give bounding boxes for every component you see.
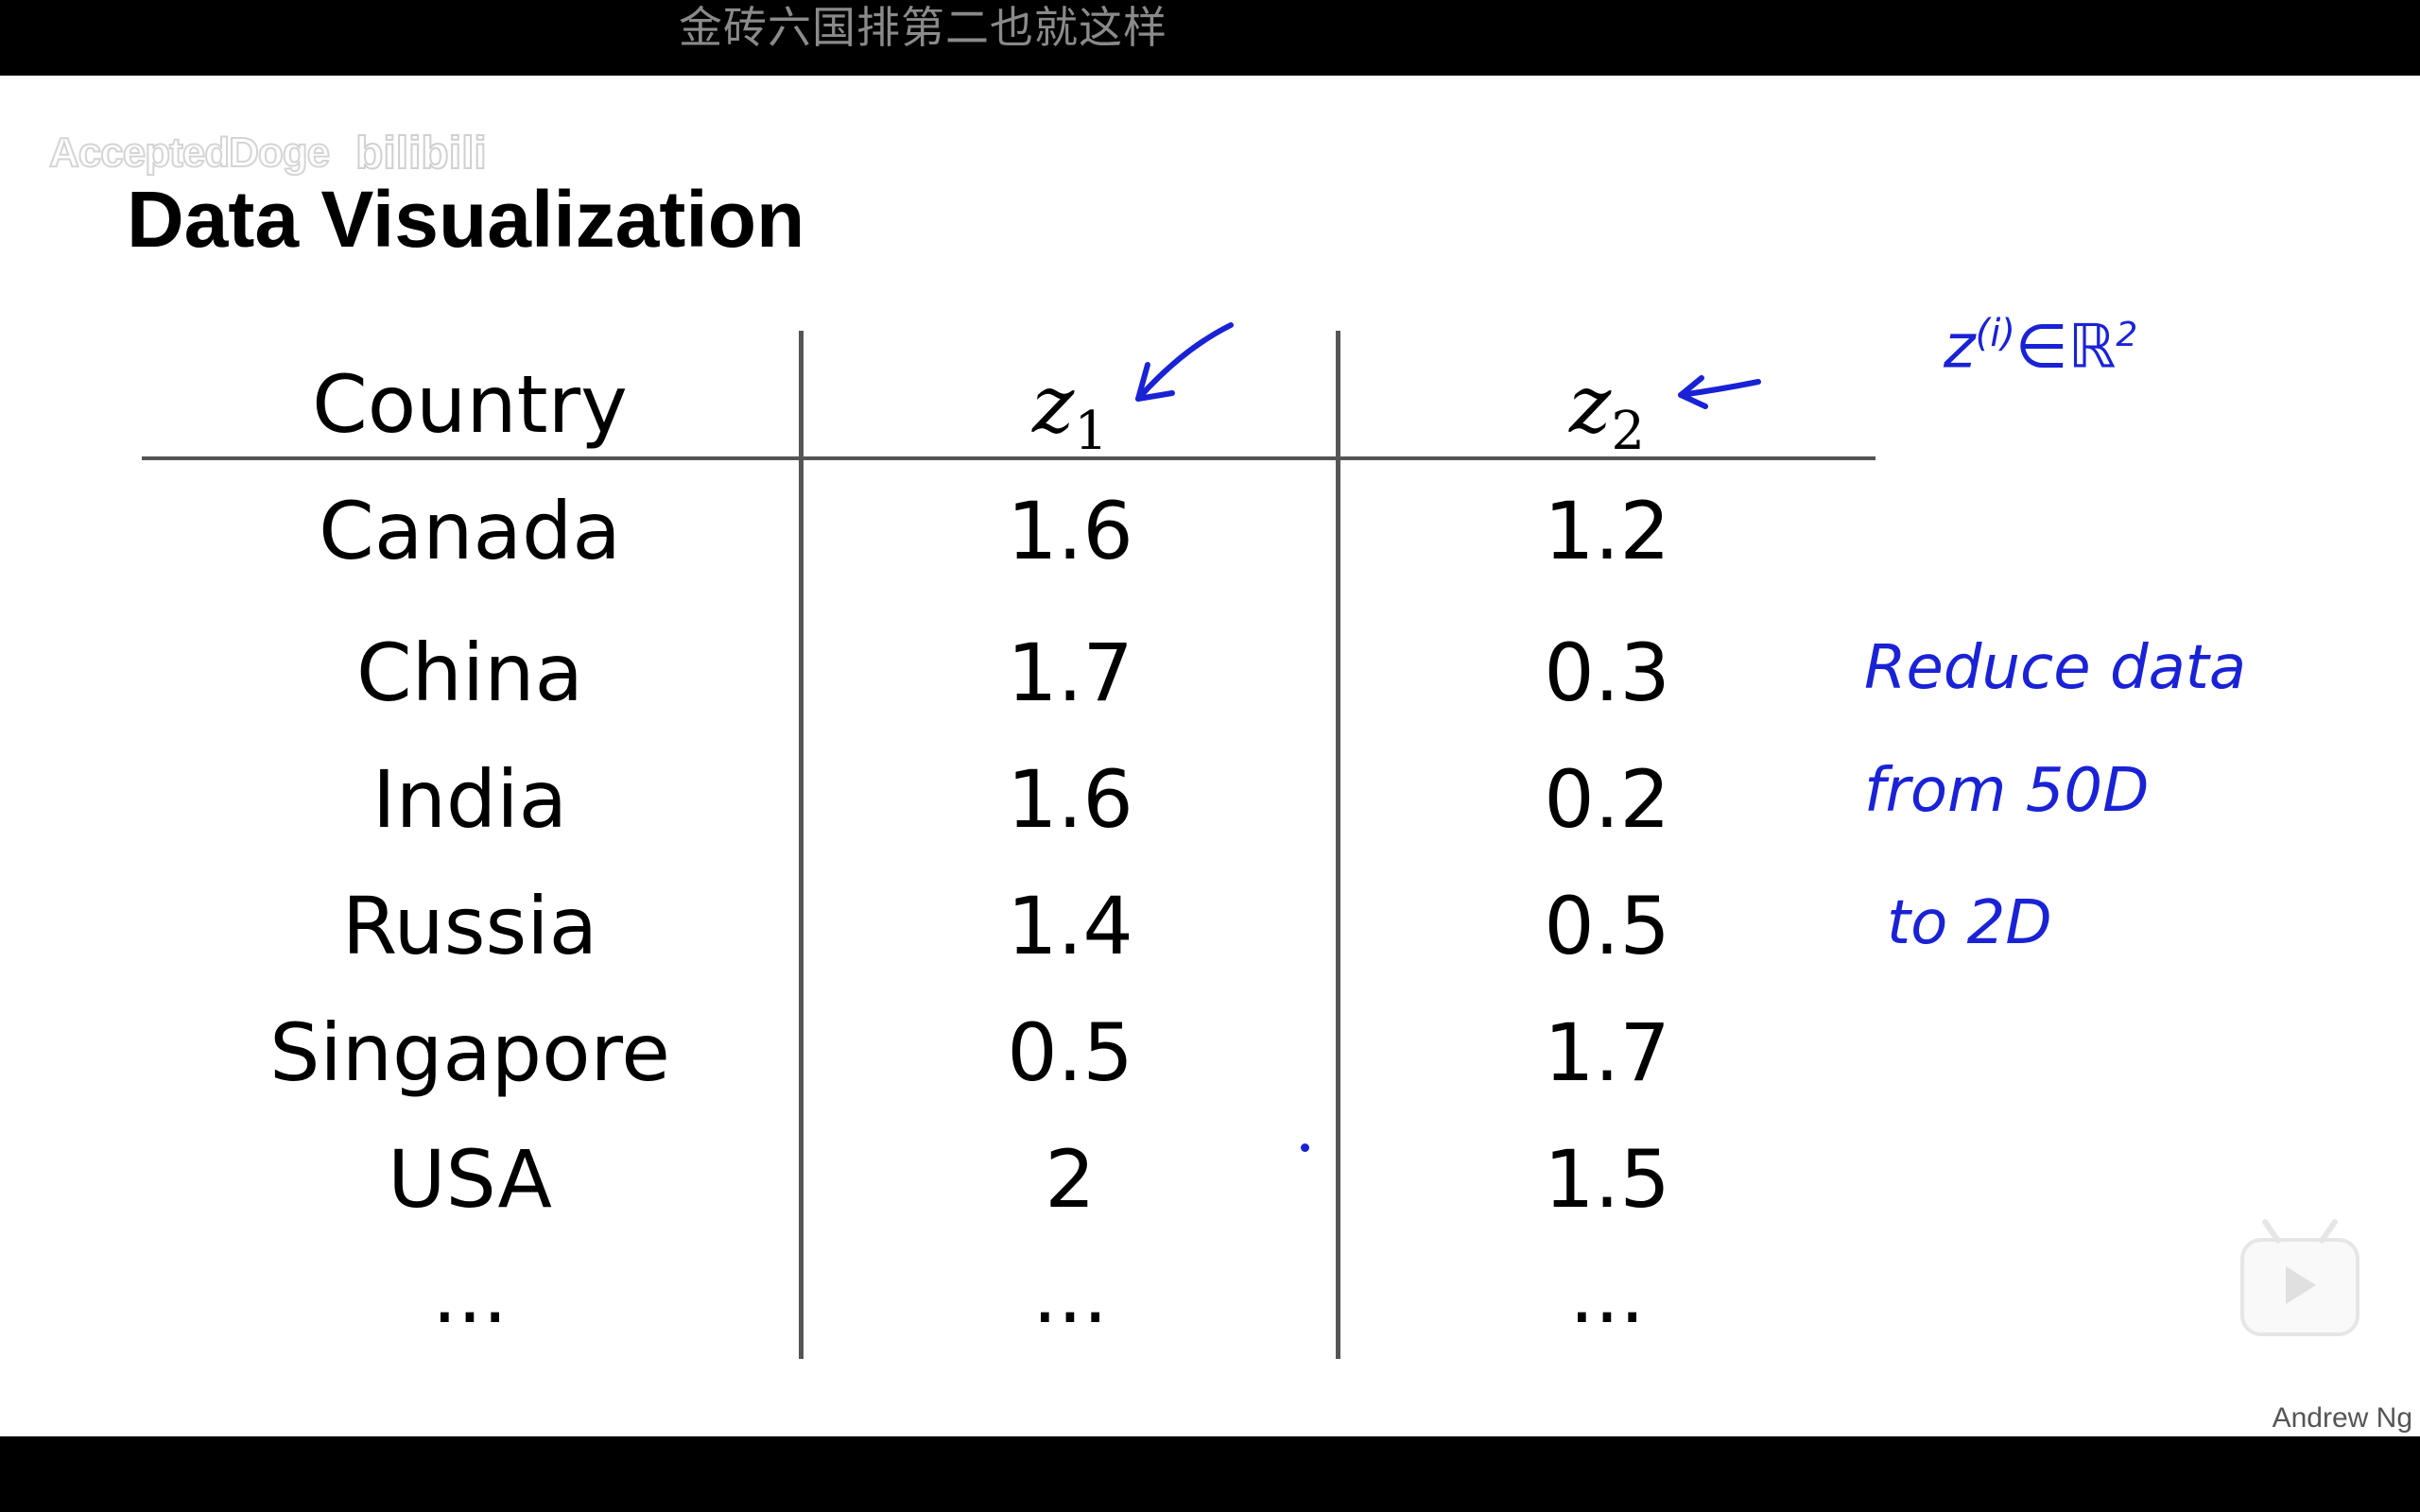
slide-author: Andrew Ng — [2272, 1402, 2412, 1434]
danmaku-comment: 金砖六国排第二也就这样 — [679, 2, 1167, 53]
table-cell-z1: 0.5 — [1007, 1006, 1133, 1099]
table-divider-1 — [799, 331, 804, 1359]
header-z2: z2 — [1342, 357, 1872, 479]
table-cell-z2: 1.7 — [1544, 1006, 1670, 1099]
header-country: Country — [312, 358, 628, 451]
table-cell-z1: 1.4 — [1007, 880, 1133, 972]
formula-superscript: (i) — [1975, 312, 2015, 355]
handwritten-note-line1: Reduce data — [1864, 633, 2247, 703]
formula-z: z — [1944, 312, 1976, 383]
watermark-username: AcceptedDoge — [48, 129, 331, 177]
bottom-letterbox — [0, 1436, 2420, 1512]
z2-subscript: 2 — [1611, 400, 1645, 462]
handwritten-note-line3: to 2D — [1887, 888, 2052, 958]
table-cell-z2: 0.3 — [1544, 627, 1670, 719]
table-divider-2 — [1336, 331, 1340, 1359]
table-cell-z2: 1.5 — [1544, 1133, 1670, 1226]
z2-variable: z — [1569, 358, 1612, 451]
video-frame[interactable]: AcceptedDoge bilibili Data Visualization… — [0, 76, 2420, 1436]
table-cell-z2: ... — [1568, 1248, 1646, 1341]
table-cell-country: Canada — [319, 485, 621, 577]
bilibili-logo: bilibili — [354, 128, 488, 180]
play-icon — [2286, 1266, 2316, 1304]
handwritten-formula: z(i)∈ℝ2 — [1944, 312, 2137, 382]
play-button[interactable] — [2240, 1217, 2360, 1336]
slide-title: Data Visualization — [127, 175, 805, 264]
table-cell-z2: 0.2 — [1544, 753, 1670, 846]
handwritten-note-line2: from 50D — [1864, 756, 2150, 826]
table-cell-z1: ... — [1031, 1248, 1109, 1341]
table-header-rule — [142, 456, 1876, 460]
arrow-to-z2-icon — [1678, 375, 1761, 409]
table-cell-z1: 1.7 — [1007, 627, 1133, 719]
table-cell-z2: 0.5 — [1544, 880, 1670, 972]
ink-dot — [1301, 1143, 1309, 1152]
play-button-ear-right — [2317, 1217, 2340, 1246]
arrow-to-z1-icon — [1135, 322, 1234, 402]
table-cell-country: China — [356, 627, 583, 719]
z1-variable: z — [1032, 358, 1075, 451]
table-cell-z2: 1.2 — [1544, 485, 1670, 577]
table-cell-country: ... — [431, 1248, 509, 1341]
table-cell-country: Singapore — [269, 1006, 670, 1099]
play-button-ear-left — [2260, 1217, 2283, 1246]
z1-subscript: 1 — [1074, 400, 1108, 462]
table-cell-country: Russia — [341, 880, 598, 972]
table-cell-country: USA — [388, 1133, 552, 1226]
table-cell-z1: 2 — [1045, 1133, 1096, 1226]
top-letterbox: 金砖六国排第二也就这样 — [0, 0, 2420, 76]
table-cell-z1: 1.6 — [1007, 753, 1133, 846]
header-z1: z1 — [805, 357, 1335, 479]
formula-in-r: ∈ℝ — [2014, 312, 2117, 383]
formula-dimension: 2 — [2116, 316, 2138, 354]
table-cell-z1: 1.6 — [1007, 485, 1133, 577]
bilibili-watermark: AcceptedDoge bilibili — [48, 125, 488, 181]
table-cell-country: India — [372, 753, 568, 846]
